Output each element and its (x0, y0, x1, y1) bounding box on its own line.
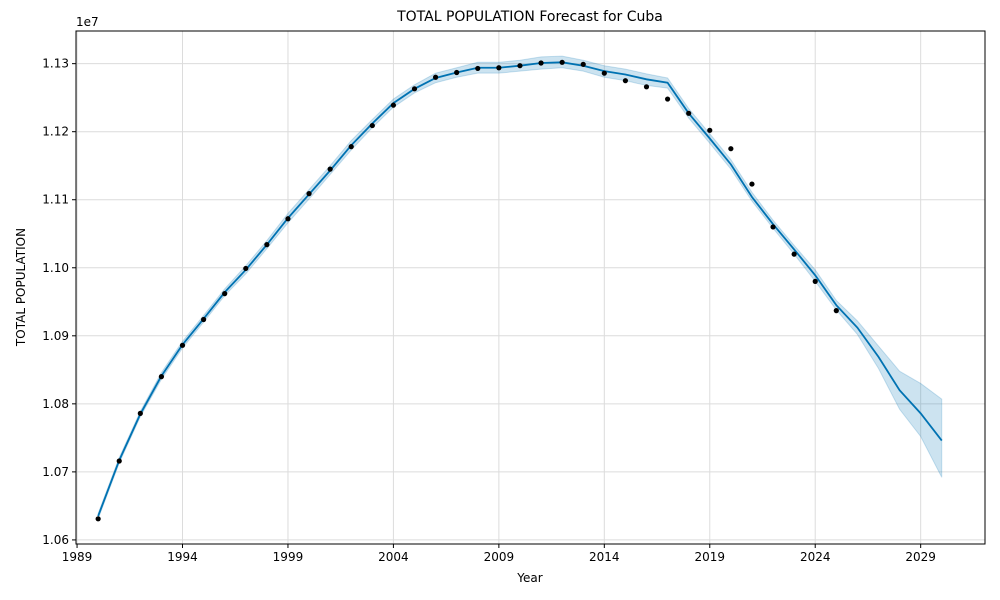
plot-background (76, 31, 985, 544)
observed-point (306, 191, 312, 197)
x-tick-label: 1989 (62, 550, 93, 564)
observed-point (833, 308, 839, 314)
observed-point (179, 342, 186, 348)
plot-frame (75, 30, 986, 545)
y-axis-ticks: 1.06 1.07 1.08 1.09 1.10 1.11 1.12 1.13 (42, 57, 76, 547)
observed-point (411, 86, 418, 92)
observed-point (243, 265, 249, 272)
observed-point (432, 74, 439, 80)
observed-point (116, 458, 122, 464)
observed-point (369, 122, 375, 129)
observed-point (95, 516, 101, 522)
y-tick-label: 1.09 (42, 329, 69, 343)
y-tick-label: 1.10 (42, 261, 69, 275)
observed-point (285, 216, 291, 222)
observed-point (158, 374, 165, 380)
observed-point (643, 84, 650, 90)
y-tick-label: 1.12 (42, 125, 69, 139)
observed-point (686, 110, 692, 116)
x-tick-label: 2024 (800, 550, 831, 564)
observed-point (390, 102, 397, 108)
x-tick-label: 1999 (273, 550, 304, 564)
y-axis-scale-label: 1e7 (76, 15, 99, 29)
x-tick-label: 2019 (694, 550, 725, 564)
x-tick-label: 2004 (378, 550, 409, 564)
observed-point (749, 181, 755, 187)
observed-point (622, 78, 629, 84)
observed-point (201, 316, 207, 323)
x-tick-label: 1994 (167, 550, 198, 564)
observed-point (264, 242, 270, 248)
observed-point (770, 224, 776, 230)
observed-point (812, 278, 818, 284)
observed-point (137, 410, 143, 416)
observed-point (559, 59, 565, 65)
observed-point (728, 146, 734, 152)
observed-point (327, 166, 333, 172)
y-tick-label: 1.07 (42, 465, 69, 479)
x-tick-label: 2014 (589, 550, 620, 564)
observed-point (348, 144, 354, 150)
x-tick-label: 2029 (905, 550, 936, 564)
observed-point (496, 65, 502, 71)
observed-point (707, 127, 713, 133)
observed-point (791, 251, 797, 257)
uncertainty-band-group (97, 55, 943, 520)
observed-point (222, 291, 228, 297)
y-tick-label: 1.06 (42, 533, 69, 547)
uncertainty-band (97, 55, 943, 520)
observed-point (580, 61, 586, 67)
x-axis-title: Year (516, 571, 542, 585)
x-tick-label: 2009 (484, 550, 515, 564)
observed-point (538, 60, 544, 66)
observed-point (601, 70, 607, 76)
observed-point (475, 65, 481, 72)
observed-points-group (95, 59, 839, 522)
y-tick-label: 1.13 (42, 57, 69, 71)
y-axis-title: TOTAL POPULATION (14, 228, 28, 347)
chart-title: TOTAL POPULATION Forecast for Cuba (396, 9, 663, 25)
observed-point (454, 69, 460, 76)
observed-point (664, 96, 671, 102)
x-axis-ticks: 1989 1994 1999 2004 2009 2014 2019 2024 2029 (62, 544, 936, 564)
observed-point (517, 63, 523, 69)
y-tick-label: 1.11 (42, 193, 69, 207)
y-tick-label: 1.08 (42, 397, 69, 411)
